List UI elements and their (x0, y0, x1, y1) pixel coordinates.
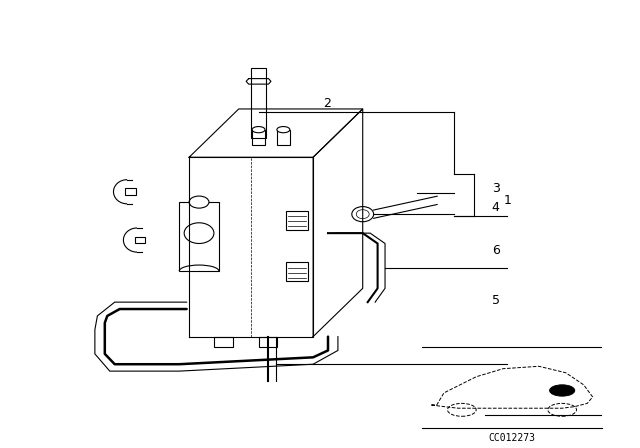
Bar (252, 129, 265, 145)
Bar (179, 202, 219, 271)
Bar (286, 263, 308, 281)
Bar (125, 188, 136, 195)
Bar (259, 336, 277, 347)
Bar (214, 336, 233, 347)
Text: 2: 2 (323, 97, 331, 110)
Text: 1: 1 (504, 194, 512, 207)
Circle shape (550, 385, 575, 396)
Text: 6: 6 (492, 244, 500, 257)
Bar (134, 237, 145, 244)
Bar (277, 129, 290, 145)
Bar (286, 211, 308, 230)
Bar (251, 68, 266, 138)
Ellipse shape (277, 126, 290, 133)
Ellipse shape (189, 196, 209, 208)
Text: 3: 3 (492, 182, 500, 195)
Text: 4: 4 (492, 201, 500, 214)
Text: CC012273: CC012273 (488, 433, 536, 443)
Ellipse shape (252, 126, 265, 133)
Text: 5: 5 (492, 294, 500, 307)
